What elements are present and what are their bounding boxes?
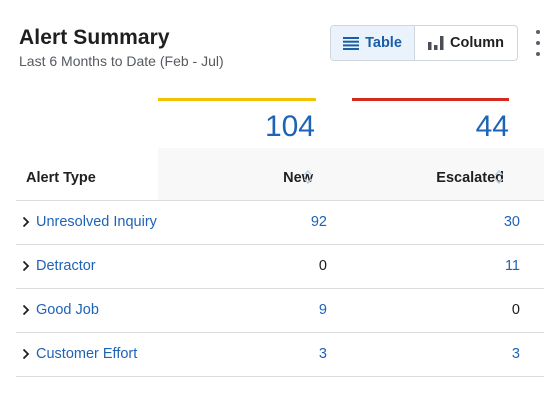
new-count: 0 — [318, 258, 327, 274]
table-view-label: Table — [365, 35, 402, 51]
escalated-count: 0 — [511, 302, 520, 318]
column-view-label: Column — [450, 35, 504, 51]
escalated-count[interactable]: 3 — [511, 346, 520, 362]
new-count[interactable]: 9 — [318, 302, 327, 318]
alert-type-link[interactable]: Good Job — [36, 302, 99, 318]
table-header: Alert Type New Escalated — [16, 148, 544, 201]
sort-icon[interactable] — [494, 168, 504, 186]
new-count[interactable]: 3 — [318, 346, 327, 362]
column-header-escalated[interactable]: Escalated — [436, 170, 504, 186]
widget-title: Alert Summary — [19, 26, 170, 49]
alert-type-link[interactable]: Detractor — [36, 258, 96, 274]
alert-type-link[interactable]: Unresolved Inquiry — [36, 214, 157, 230]
alert-type-link[interactable]: Customer Effort — [36, 346, 138, 362]
chevron-right-icon[interactable] — [21, 216, 31, 228]
header-highlight — [158, 148, 544, 200]
chevron-right-icon[interactable] — [21, 348, 31, 360]
escalated-accent-bar — [352, 98, 509, 101]
escalated-total[interactable]: 44 — [475, 110, 509, 143]
table-body: Unresolved Inquiry 92 30 Detractor 0 11 … — [16, 201, 544, 377]
list-icon — [343, 36, 360, 50]
chevron-right-icon[interactable] — [21, 304, 31, 316]
table-row: Detractor 0 11 — [16, 245, 544, 289]
sort-icon[interactable] — [303, 168, 313, 186]
escalated-count[interactable]: 11 — [504, 258, 520, 274]
column-header-alert-type: Alert Type — [26, 170, 96, 186]
table-row: Unresolved Inquiry 92 30 — [16, 201, 544, 245]
more-options-icon[interactable] — [532, 30, 544, 56]
table-view-button[interactable]: Table — [331, 26, 415, 60]
chevron-right-icon[interactable] — [21, 260, 31, 272]
column-view-button[interactable]: Column — [415, 26, 517, 60]
bar-chart-icon — [428, 36, 444, 50]
new-accent-bar — [158, 98, 316, 101]
new-total[interactable]: 104 — [264, 110, 315, 143]
new-count[interactable]: 92 — [310, 214, 327, 230]
table-row: Good Job 9 0 — [16, 289, 544, 333]
view-toggle: Table Column — [330, 25, 518, 61]
table-row: Customer Effort 3 3 — [16, 333, 544, 377]
widget-subtitle: Last 6 Months to Date (Feb - Jul) — [19, 53, 224, 69]
escalated-count[interactable]: 30 — [503, 214, 520, 230]
